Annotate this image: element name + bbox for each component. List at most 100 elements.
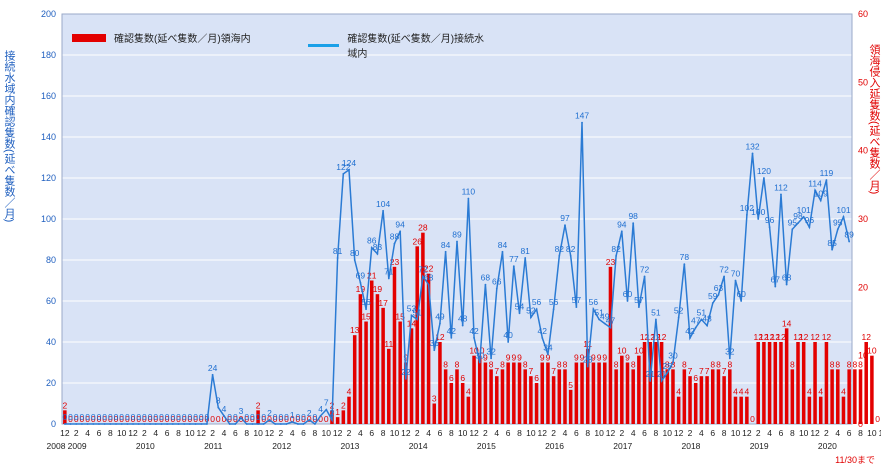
- contiguous-point: [314, 423, 316, 425]
- contiguous-point: [785, 283, 788, 286]
- x-tick-label: 6: [506, 428, 511, 438]
- territorial-data-label: 0: [318, 414, 323, 424]
- contiguous-data-label: 0: [227, 412, 232, 422]
- contiguous-point: [427, 283, 430, 286]
- x-tick-label: 4: [426, 428, 431, 438]
- territorial-data-label: 8: [563, 359, 568, 369]
- contiguous-data-label: 0: [261, 412, 266, 422]
- contiguous-point: [740, 300, 743, 302]
- contiguous-point: [240, 416, 242, 419]
- contiguous-point: [825, 179, 828, 181]
- contiguous-data-label: 88: [390, 232, 400, 242]
- contiguous-point: [478, 361, 481, 364]
- x-tick-label: 12: [60, 428, 70, 438]
- contiguous-data-label: 0: [301, 412, 306, 422]
- contiguous-data-label: 0: [108, 412, 113, 422]
- contiguous-point: [467, 197, 470, 200]
- contiguous-data-label: 124: [342, 158, 356, 168]
- contiguous-point: [632, 222, 635, 225]
- contiguous-data-label: 0: [205, 412, 210, 422]
- contiguous-point: [643, 275, 646, 278]
- contiguous-data-label: 119: [820, 168, 834, 178]
- contiguous-point: [211, 373, 214, 376]
- territorial-bar: [460, 383, 465, 424]
- territorial-bar: [705, 376, 709, 424]
- territorial-bar: [551, 376, 556, 424]
- territorial-data-label: 8: [665, 359, 670, 369]
- y-right-tick-label: 10: [858, 351, 868, 361]
- x-tick-label: 10: [322, 428, 332, 438]
- y-left-tick-label: 80: [46, 255, 56, 265]
- contiguous-data-label: 0: [188, 412, 193, 422]
- contiguous-point: [649, 380, 652, 382]
- territorial-bar: [790, 369, 795, 424]
- territorial-data-label: 0: [165, 414, 170, 424]
- contiguous-data-label: 0: [102, 412, 107, 422]
- contiguous-point: [541, 337, 544, 339]
- contiguous-point: [302, 423, 305, 425]
- contiguous-point: [410, 314, 413, 317]
- x-tick-label: 6: [779, 428, 784, 438]
- year-label: 2020: [818, 441, 837, 451]
- contiguous-point: [592, 308, 595, 311]
- contiguous-data-label: 68: [782, 273, 792, 283]
- contiguous-point: [279, 423, 282, 425]
- territorial-data-label: 4: [739, 387, 744, 397]
- contiguous-point: [183, 423, 186, 425]
- contiguous-point: [495, 287, 498, 290]
- y-left-tick-label: 200: [41, 9, 56, 19]
- territorial-bar: [398, 321, 402, 424]
- contiguous-point: [171, 423, 174, 425]
- contiguous-data-label: 56: [532, 297, 542, 307]
- contiguous-point: [353, 259, 356, 261]
- x-tick-label: 8: [858, 428, 863, 438]
- territorial-bar: [603, 362, 607, 424]
- contiguous-point: [382, 209, 385, 212]
- territorial-data-label: 9: [546, 353, 551, 363]
- contiguous-data-label: 22: [401, 367, 411, 377]
- territorial-bar: [392, 266, 397, 424]
- y-left-tick-label: 100: [41, 214, 56, 224]
- contiguous-data-label: 30: [475, 351, 485, 361]
- contiguous-data-label: 0: [74, 412, 79, 422]
- contiguous-data-label: 89: [452, 230, 462, 240]
- territorial-data-label: 0: [193, 414, 198, 424]
- y-right-title: 領海侵入延隻数(延べ隻数／月): [868, 44, 880, 195]
- contiguous-data-label: 51: [697, 307, 707, 317]
- contiguous-data-label: 56: [549, 297, 559, 307]
- territorial-data-label: 7: [699, 366, 704, 376]
- contiguous-data-label: 51: [412, 307, 422, 317]
- territorial-bar: [864, 342, 868, 424]
- contiguous-point: [439, 322, 441, 325]
- territorial-bar: [728, 369, 732, 424]
- x-tick-label: 8: [176, 428, 181, 438]
- territorial-data-label: 12: [771, 332, 781, 342]
- contiguous-data-label: 82: [555, 244, 565, 254]
- contiguous-data-label: 8: [216, 396, 221, 406]
- year-label: 2019: [750, 441, 769, 451]
- contiguous-data-label: 0: [244, 412, 249, 422]
- territorial-data-label: 0: [85, 414, 90, 424]
- territorial-data-label: 8: [557, 359, 562, 369]
- x-tick-label: 12: [128, 428, 138, 438]
- contiguous-data-label: 30: [668, 351, 678, 361]
- contiguous-data-label: 72: [418, 264, 428, 274]
- contiguous-data-label: 0: [62, 412, 67, 422]
- x-tick-label: 12: [333, 428, 343, 438]
- territorial-bar: [477, 355, 482, 424]
- territorial-data-label: 11: [384, 339, 393, 349]
- territorial-data-label: 4: [841, 387, 846, 397]
- territorial-data-label: 7: [722, 366, 727, 376]
- contiguous-point: [143, 423, 146, 425]
- contiguous-data-label: 98: [628, 211, 638, 221]
- contiguous-data-label: 59: [708, 291, 718, 301]
- territorial-bar: [489, 369, 493, 424]
- territorial-bar: [483, 362, 488, 424]
- x-tick-label: 8: [313, 428, 318, 438]
- territorial-data-label: 8: [830, 359, 835, 369]
- x-tick-label: 2: [142, 428, 147, 438]
- territorial-bar: [432, 403, 437, 424]
- contiguous-data-label: 2: [307, 408, 312, 418]
- x-tick-label: 8: [654, 428, 659, 438]
- territorial-bar: [784, 328, 789, 424]
